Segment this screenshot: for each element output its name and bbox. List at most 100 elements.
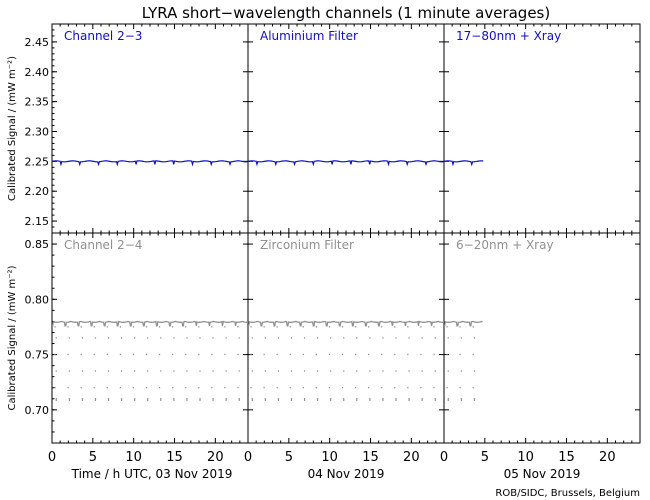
day-label-0: Time / h UTC, 03 Nov 2019 [71,467,233,481]
scatter-point [290,337,293,339]
scatter-point [369,337,371,339]
scatter-point [421,397,423,401]
scatter-point [434,397,436,401]
scatter-point [54,353,56,356]
x-tick-label: 20 [403,450,420,465]
scatter-point [369,397,371,401]
scatter-point [264,397,266,401]
scatter-point [198,326,200,328]
scatter-point [93,326,95,328]
scatter-point [158,326,161,328]
scatter-point [107,337,110,339]
scatter-point [158,386,161,389]
scatter-point [80,386,82,389]
scatter-point [459,326,461,328]
scatter-point [276,386,278,389]
scatter-point [472,353,474,356]
y-axis-label-top: Calibrated Signal / (mW m⁻²) [7,56,18,201]
scatter-point [107,397,110,401]
scatter-point [212,337,214,339]
scatter-point [158,353,161,356]
scatter-point [368,326,370,328]
scatter-point [67,386,69,389]
scatter-point [186,370,188,372]
panel-frame-bottom-2 [443,232,641,444]
scatter-point [134,370,136,372]
scatter-point [68,397,70,401]
scatter-point [381,353,383,356]
y-tick-label: 0.85 [25,238,50,251]
scatter-point [237,326,239,328]
scatter-point [264,370,266,372]
scatter-point [224,353,226,356]
scatter-point [106,386,108,389]
scatter-point [330,397,332,401]
scatter-point [132,386,135,389]
scatter-point [354,326,357,328]
scatter-point [199,370,201,372]
scatter-point [172,353,174,356]
y-tick-label: 0.70 [25,404,50,417]
scatter-point [81,337,84,339]
scatter-point [395,370,397,372]
channel-label-top-0: Channel 2−3 [64,29,142,43]
scatter-point [473,370,476,372]
scatter-point [212,370,214,372]
scatter-point [330,370,332,372]
scatter-point [55,397,57,401]
scatter-point [121,337,123,339]
scatter-point [368,353,370,356]
series-line-bottom-1 [248,320,445,327]
scatter-point [173,337,175,339]
scatter-point [134,337,136,339]
scatter-point [251,370,253,372]
scatter-point [107,370,110,372]
scatter-point [368,386,370,389]
scatter-point [185,386,187,389]
y-tick-label: 0.80 [25,293,50,306]
scatter-point [132,353,135,356]
scatter-point [80,353,82,356]
scatter-point [132,326,135,328]
scatter-point [67,326,69,328]
scatter-point [238,337,240,339]
channel-label-bottom-0: Channel 2−4 [64,238,142,252]
scatter-point [225,370,227,372]
channel-label-bottom-2: 6−20nm + Xray [456,238,554,252]
x-tick-label: 5 [481,450,489,465]
scatter-point [119,386,121,389]
y-tick-label: 2.30 [25,125,50,138]
scatter-point [302,326,304,328]
scatter-point [420,386,422,389]
scatter-point [94,337,97,339]
scatter-point [238,370,240,372]
scatter-point [119,326,121,328]
scatter-point [198,353,200,356]
scatter-point [94,370,97,372]
scatter-point [421,337,423,339]
y-axis-label-bottom: Calibrated Signal / (mW m⁻²) [7,265,18,410]
scatter-point [250,353,252,356]
y-tick-label: 2.25 [25,155,50,168]
scatter-point [315,386,317,389]
scatter-point [460,337,462,339]
scatter-point [172,386,174,389]
y-tick-label: 2.20 [25,185,50,198]
scatter-point [225,337,227,339]
scatter-point [317,337,319,339]
y-tick-label: 2.40 [25,66,50,79]
x-tick-label: 0 [244,450,252,465]
scatter-point [106,353,108,356]
scatter-point [328,386,331,389]
scatter-point [447,337,449,339]
x-tick-label: 20 [599,450,616,465]
scatter-point [356,397,358,401]
x-tick-label: 10 [125,450,142,465]
scatter-point [263,386,265,389]
scatter-point [224,386,226,389]
scatter-point [354,353,357,356]
scatter-point [381,326,383,328]
scatter-point [408,337,410,339]
scatter-point [289,386,291,389]
scatter-point [134,397,136,401]
